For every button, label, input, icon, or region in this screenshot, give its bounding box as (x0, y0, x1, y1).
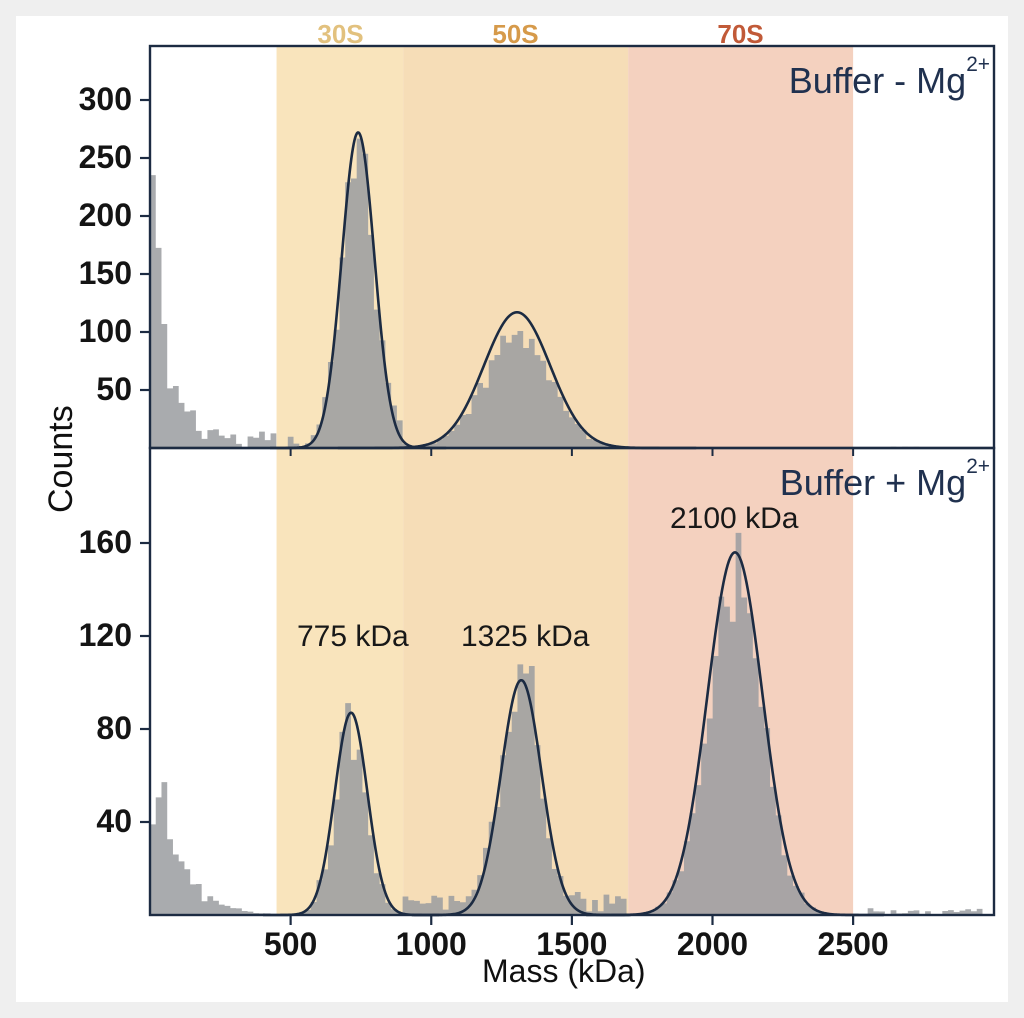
svg-text:2500: 2500 (818, 926, 889, 962)
svg-text:300: 300 (79, 81, 132, 117)
svg-text:40: 40 (96, 803, 132, 839)
svg-text:120: 120 (79, 617, 132, 653)
svg-text:500: 500 (264, 926, 317, 962)
svg-text:150: 150 (79, 255, 132, 291)
svg-text:80: 80 (96, 710, 132, 746)
svg-text:2000: 2000 (677, 926, 748, 962)
svg-text:200: 200 (79, 197, 132, 233)
svg-text:100: 100 (79, 313, 132, 349)
svg-text:250: 250 (79, 139, 132, 175)
svg-text:1000: 1000 (396, 926, 467, 962)
svg-text:50: 50 (96, 371, 132, 407)
svg-text:160: 160 (79, 524, 132, 560)
